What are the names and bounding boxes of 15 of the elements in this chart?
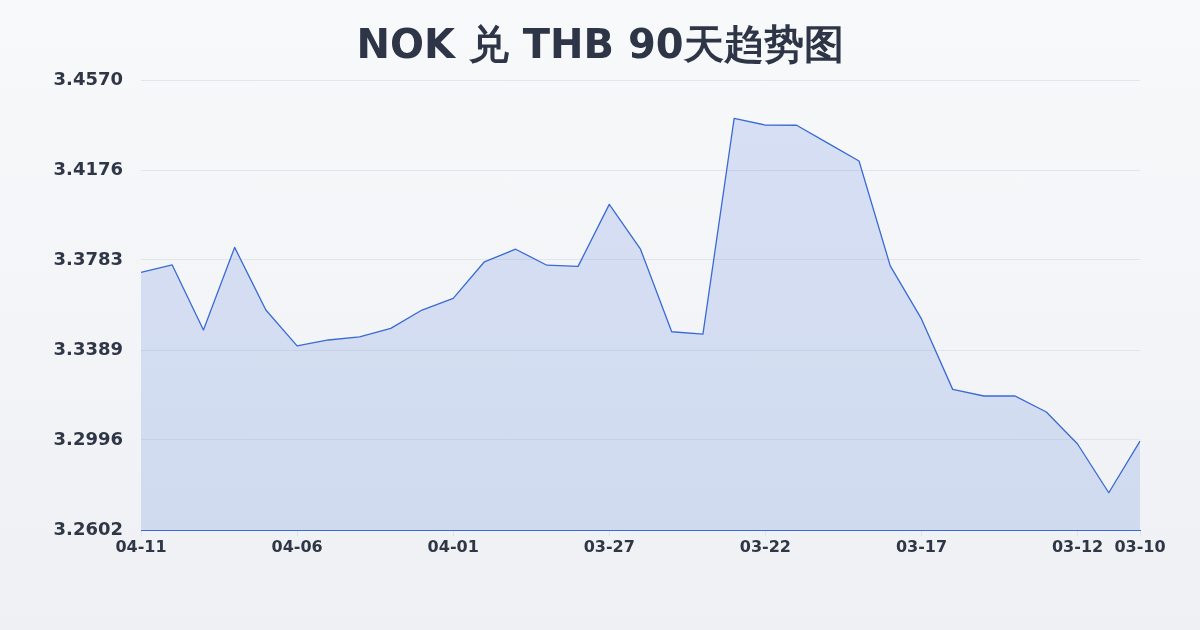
x-tick-label: 04-01 [427,536,479,556]
y-tick-label: 3.4176 [53,157,123,179]
y-tick-label: 3.3783 [53,247,123,269]
x-tick-label: 03-12 [1051,536,1104,556]
x-tick-label: 04-11 [115,536,167,556]
y-tick-label: 3.3389 [53,337,123,359]
y-tick-label: 3.2602 [53,517,123,539]
y-tick-label: 3.2996 [53,427,123,449]
x-tick-label: 03-10 [1114,536,1166,556]
x-tick-label: 03-22 [739,536,791,556]
x-tick-label: 03-27 [583,536,635,556]
y-tick-label: 3.4570 [53,67,123,89]
x-tick-label: 04-06 [271,536,323,556]
chart-title: NOK 兑 THB 90天趋势图 [356,21,844,67]
x-tick-label: 03-17 [895,536,948,556]
